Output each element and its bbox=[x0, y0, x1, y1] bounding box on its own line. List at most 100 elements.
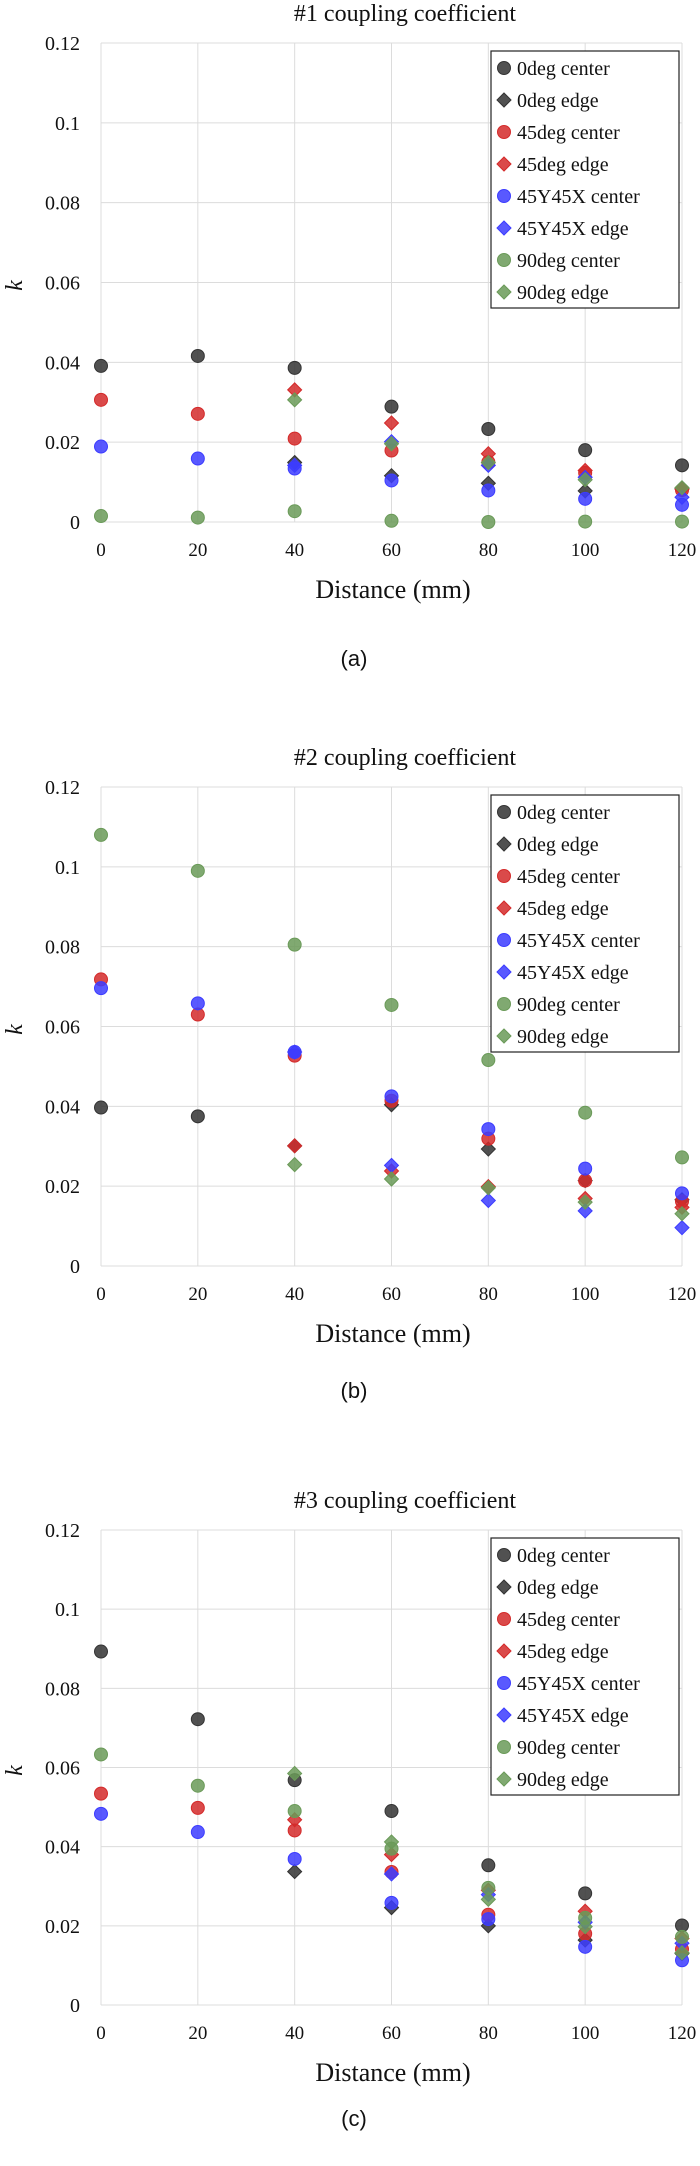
x-tick-label: 100 bbox=[571, 540, 600, 561]
legend-marker bbox=[497, 933, 511, 947]
x-tick-label: 0 bbox=[96, 1284, 106, 1305]
data-point bbox=[94, 509, 108, 524]
data-point bbox=[577, 1918, 593, 1935]
data-point bbox=[94, 1644, 108, 1659]
x-tick-label: 120 bbox=[668, 1284, 697, 1305]
y-tick-label: 0.04 bbox=[45, 352, 80, 374]
chart-panel-3: 0 20 40 60 80 100 120 0 0.02 0.04 0.06 0.08 0.1 0.12 #… bbox=[2, 1488, 696, 2131]
data-point bbox=[578, 514, 593, 529]
legend-label: 0deg edge bbox=[517, 1577, 599, 1599]
legend-label: 45Y45X center bbox=[517, 186, 640, 208]
y-tick-label: 0.06 bbox=[45, 1758, 80, 1780]
legend: 0deg center 0deg edge 45deg center 45deg ed… bbox=[490, 794, 680, 1053]
data-point bbox=[675, 514, 689, 529]
legend-marker bbox=[497, 1548, 511, 1562]
legend-label: 90deg edge bbox=[517, 1769, 609, 1791]
data-point bbox=[190, 1109, 205, 1124]
data-point bbox=[287, 1851, 302, 1866]
x-tick-label: 20 bbox=[188, 540, 207, 561]
legend-label: 45Y45X center bbox=[517, 1673, 640, 1695]
data-point bbox=[94, 358, 108, 373]
series-45y45x-center bbox=[94, 1806, 689, 1968]
data-point bbox=[287, 504, 302, 519]
panel-caption: (b) bbox=[341, 1378, 368, 1403]
data-point bbox=[480, 454, 497, 471]
data-point bbox=[94, 981, 108, 996]
series-45y45x-edge bbox=[383, 1866, 690, 1951]
data-point bbox=[384, 1895, 399, 1910]
legend-label: 0deg edge bbox=[517, 90, 599, 112]
data-point bbox=[94, 1806, 108, 1821]
data-point bbox=[286, 1138, 303, 1154]
legend-label: 45Y45X center bbox=[517, 930, 640, 952]
x-tick-label: 60 bbox=[382, 1284, 401, 1305]
legend-marker bbox=[496, 836, 512, 852]
x-tick-label: 80 bbox=[479, 1284, 498, 1305]
y-tick-label: 0.08 bbox=[45, 937, 80, 959]
data-point bbox=[384, 513, 399, 528]
legend-label: 90deg center bbox=[517, 1737, 620, 1759]
data-point bbox=[481, 1912, 496, 1927]
data-point bbox=[577, 1194, 593, 1210]
data-point bbox=[190, 1778, 205, 1793]
data-point bbox=[481, 421, 496, 436]
data-point bbox=[578, 491, 593, 506]
y-tick-label: 0 bbox=[70, 1256, 80, 1278]
data-point bbox=[480, 1180, 497, 1196]
chart-panel-2: 0 20 40 60 80 100 120 0 0.02 0.04 0.06 0.08 0.1 0.12 #… bbox=[2, 745, 696, 1403]
legend: 0deg center 0deg edge 45deg center 45deg ed… bbox=[490, 50, 680, 309]
y-tick-label: 0.1 bbox=[55, 1599, 80, 1621]
legend-marker bbox=[496, 1643, 512, 1659]
data-point bbox=[578, 1161, 593, 1176]
data-point bbox=[94, 1100, 108, 1115]
series-45deg-edge bbox=[286, 1138, 690, 1216]
legend-marker bbox=[496, 156, 512, 172]
y-tick-label: 0.06 bbox=[45, 273, 80, 295]
data-point bbox=[577, 471, 593, 488]
x-tick-label: 120 bbox=[668, 2023, 697, 2044]
legend-box bbox=[490, 794, 680, 1053]
y-tick-label: 0.08 bbox=[45, 1678, 80, 1700]
data-point bbox=[94, 392, 108, 407]
y-tick-label: 0.1 bbox=[55, 857, 80, 879]
legend-marker bbox=[497, 805, 511, 819]
y-tick-label: 0.04 bbox=[45, 1096, 80, 1118]
x-tick-label: 60 bbox=[382, 2023, 401, 2044]
data-point bbox=[384, 1089, 399, 1104]
data-point bbox=[94, 1747, 108, 1762]
data-point bbox=[94, 1786, 108, 1801]
series-90deg-edge bbox=[286, 1765, 690, 1961]
chart-title: #2 coupling coefficient bbox=[294, 745, 516, 771]
data-point bbox=[190, 863, 205, 878]
legend-label: 45deg edge bbox=[517, 154, 609, 176]
chart-panel-1: 0 20 40 60 80 100 120 0 0.02 0.04 0.06 0.08 0.1 0.12 #… bbox=[2, 1, 696, 671]
data-point bbox=[578, 443, 593, 458]
series-90deg-center bbox=[94, 504, 689, 529]
data-point bbox=[675, 1150, 689, 1165]
series-90deg-center bbox=[94, 827, 689, 1165]
data-point bbox=[578, 1939, 593, 1954]
y-tick-label: 0.12 bbox=[45, 33, 80, 55]
data-point bbox=[384, 399, 399, 414]
data-point bbox=[190, 510, 205, 525]
data-point bbox=[480, 1141, 497, 1157]
data-point bbox=[383, 415, 400, 431]
legend-label: 90deg edge bbox=[517, 1026, 609, 1048]
legend-box bbox=[490, 50, 680, 309]
series-0deg-center bbox=[94, 348, 689, 473]
data-point bbox=[577, 1203, 593, 1219]
data-point bbox=[578, 1886, 593, 1901]
data-point bbox=[286, 392, 303, 408]
panel-caption: (c) bbox=[341, 2106, 367, 2131]
x-tick-label: 80 bbox=[479, 2023, 498, 2044]
data-point bbox=[383, 1834, 400, 1850]
legend-label: 0deg center bbox=[517, 802, 610, 824]
legend-marker bbox=[497, 253, 511, 267]
data-point bbox=[190, 1712, 205, 1727]
data-point bbox=[383, 436, 400, 452]
data-point bbox=[286, 1863, 303, 1880]
legend-marker bbox=[496, 1707, 512, 1723]
data-point bbox=[481, 483, 496, 498]
y-tick-label: 0.04 bbox=[45, 1837, 80, 1859]
panel-caption: (a) bbox=[341, 646, 368, 671]
